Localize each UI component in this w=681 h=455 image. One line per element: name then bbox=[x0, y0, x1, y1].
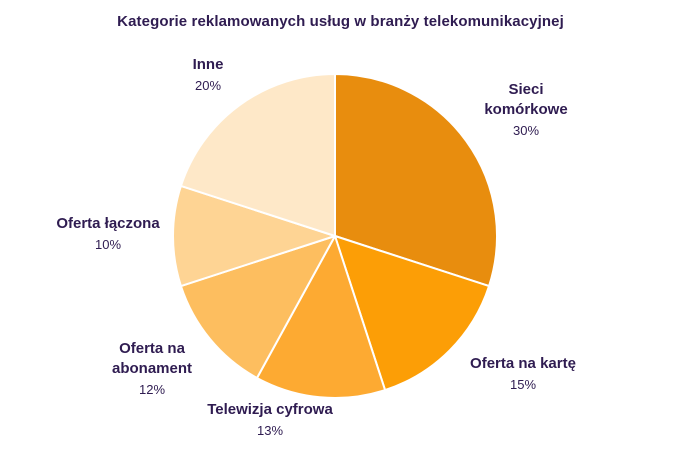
slice-name: Oferta na kartę bbox=[470, 355, 576, 372]
slice-name: Oferta na abonament bbox=[111, 340, 192, 377]
slice-percent: 30% bbox=[512, 123, 540, 138]
pie-slice-3 bbox=[179, 235, 336, 379]
slice-label-5: Inne 20% bbox=[158, 55, 258, 95]
slice-label-1: Oferta na kartę 15% bbox=[443, 354, 603, 394]
slice-name: Inne bbox=[192, 56, 224, 73]
slice-label-4: Oferta łączona 10% bbox=[28, 214, 188, 254]
slice-name: Sieci komórkowe bbox=[484, 81, 568, 118]
pie-slice-4 bbox=[172, 184, 336, 288]
slice-percent: 12% bbox=[138, 382, 166, 397]
slice-percent: 15% bbox=[509, 377, 537, 392]
slice-label-0: Sieci komórkowe 30% bbox=[466, 80, 586, 140]
slice-name: Oferta łączona bbox=[56, 215, 160, 232]
slice-label-3: Oferta na abonament 12% bbox=[97, 339, 207, 399]
slice-label-2: Telewizja cyfrowa 13% bbox=[180, 400, 360, 440]
slice-percent: 20% bbox=[194, 78, 222, 93]
slice-percent: 10% bbox=[94, 237, 122, 252]
chart-title: Kategorie reklamowanych usług w branży t… bbox=[117, 13, 564, 30]
slice-percent: 13% bbox=[256, 423, 284, 438]
slice-name: Telewizja cyfrowa bbox=[207, 401, 333, 418]
pie-slice-0 bbox=[334, 73, 498, 288]
pie-slice-2 bbox=[255, 235, 387, 399]
pie-slice-5 bbox=[179, 73, 336, 237]
